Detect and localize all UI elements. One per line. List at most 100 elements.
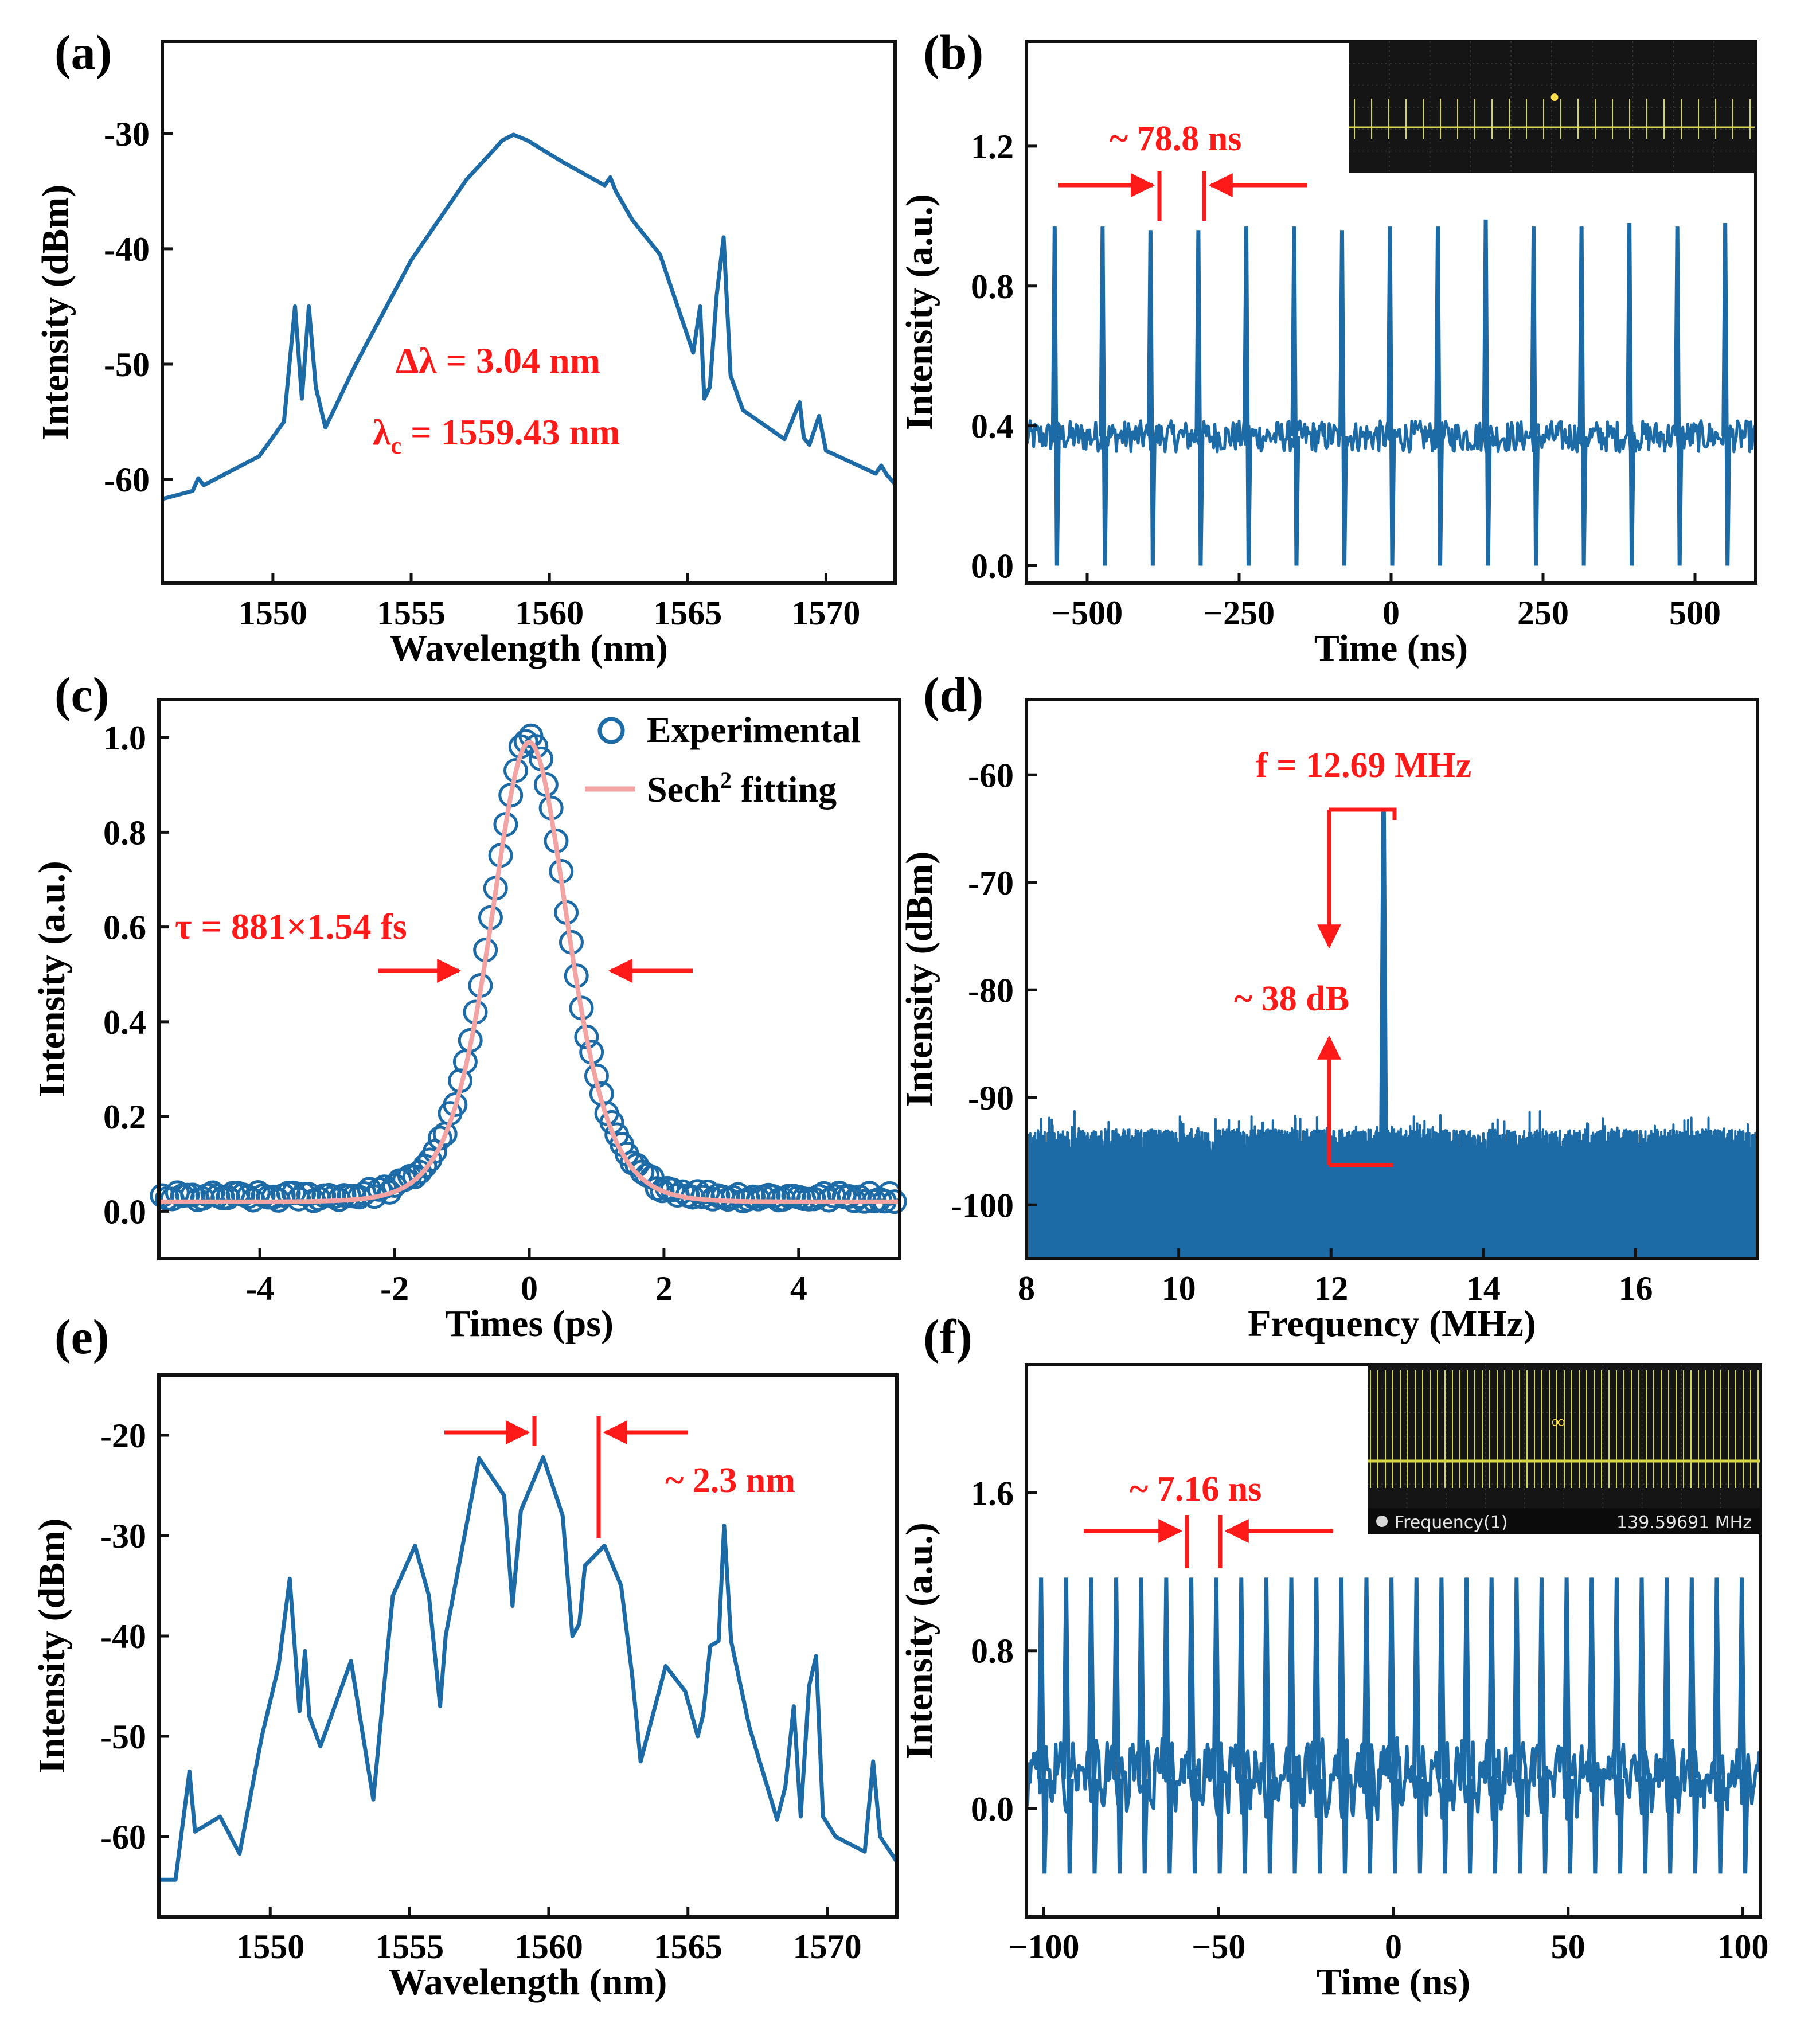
annotation-center-prefix: λ: [373, 412, 391, 452]
data-point-c: [771, 1186, 796, 1212]
pulse-f: [1587, 1577, 1600, 1874]
fit-line-c: [158, 740, 901, 1204]
x-tick-label-e: 1560: [514, 1928, 583, 1966]
pulse-b: [1146, 230, 1157, 566]
y-tick-label-d: -100: [951, 1186, 1014, 1224]
pulse-f: [1087, 1577, 1099, 1874]
x-tick-label-d: 8: [1018, 1270, 1035, 1307]
pulse-f: [1437, 1577, 1450, 1874]
annotation-bandwidth-a: Δλ = 3.04 nm: [396, 340, 600, 381]
inset-trace-f: [1368, 1370, 1760, 1488]
pulse-f: [1662, 1577, 1675, 1874]
plot-frame-a: [161, 40, 897, 585]
x-tick-label-f: −100: [1008, 1928, 1079, 1966]
annotation-pulse-width-c: τ = 881×1.54 fs: [175, 906, 407, 947]
pulse-b: [1290, 226, 1300, 566]
inset-trace-b: [1349, 99, 1755, 139]
plot-f: −100 −50 0 50 100 0.0 0.8 1.6 Time (ns) Intensity…: [899, 1363, 1769, 2003]
annotation-center-eq: =: [401, 412, 440, 452]
y-tick-label-c: 0.6: [103, 909, 146, 947]
x-tick-label-a: 1550: [239, 594, 307, 632]
y-tick-label-c: 0.2: [103, 1098, 146, 1136]
legend-label-experimental: Experimental: [647, 709, 861, 750]
y-tick-label-d: -70: [968, 864, 1014, 902]
plot-data-f: [1025, 1577, 1762, 1874]
x-tick-label-f: 100: [1717, 1928, 1769, 1966]
panel-a: (a) 1550 1555 1560 1565 1570 -30 -40 -50 -60 Wave…: [34, 25, 897, 669]
pulse-f: [1212, 1577, 1224, 1874]
pulse-f: [1462, 1577, 1475, 1874]
legend-c: Experimental Sech2 fitting: [585, 709, 861, 810]
y-tick-label-b: 1.2: [971, 128, 1014, 166]
plot-d: 8 10 12 14 16 -60 -70 -80 -90 -100 Frequency (MHz)…: [899, 698, 1759, 1345]
plot-frame-e: [157, 1373, 899, 1919]
y-tick-label-b: 0.8: [971, 268, 1014, 306]
pulse-f: [1712, 1577, 1725, 1874]
x-tick-label-d: 12: [1314, 1270, 1348, 1307]
y-tick-label-e: -30: [100, 1517, 146, 1555]
pulse-b: [1626, 223, 1636, 566]
legend-fit-suffix: fitting: [732, 769, 837, 810]
plot-a: 1550 1555 1560 1565 1570 -30 -40 -50 -60 Waveleng…: [34, 40, 897, 669]
x-axis-label-c: Times (ps): [445, 1303, 614, 1345]
inset-readout-label: Frequency(1): [1395, 1513, 1507, 1533]
x-axis-label-f: Time (ns): [1317, 1961, 1470, 2003]
x-tick-label-b: −250: [1204, 594, 1275, 632]
inset-marker-f: ∞: [1552, 1411, 1565, 1432]
x-tick-label-d: 16: [1619, 1270, 1653, 1307]
y-tick-label-a: -50: [104, 346, 150, 384]
y-tick-label-e: -50: [100, 1718, 146, 1756]
x-tick-label-a: 1555: [377, 594, 446, 632]
pulse-f: [1687, 1577, 1700, 1874]
y-tick-label-c: 1.0: [103, 719, 146, 757]
pulse-b: [1099, 226, 1109, 566]
data-point-c: [321, 1184, 346, 1209]
data-point-c: [761, 1184, 786, 1209]
panel-f: (f) −100 −50 0 50 100 0.0 0.8 1.6 Time (ns) Inten…: [899, 1309, 1769, 2003]
pulse-f: [1537, 1577, 1549, 1874]
pulse-b: [1338, 230, 1348, 566]
y-tick-label-d: -80: [968, 971, 1014, 1009]
legend-fit-superscript: 2: [720, 767, 732, 793]
pulse-f: [1637, 1577, 1650, 1874]
pulse-f: [1512, 1577, 1525, 1874]
legend-fit-name: Sech: [647, 769, 720, 810]
annotation-frequency-d: f = 12.69 MHz: [1256, 746, 1471, 785]
pulse-f: [1287, 1577, 1299, 1874]
plot-data-e: [159, 1455, 899, 1882]
y-axis-label-a: Intensity (dBm): [34, 185, 76, 440]
x-axis-label-e: Wavelength (nm): [389, 1961, 667, 2003]
x-tick-label-c: 0: [521, 1270, 538, 1307]
annotation-period-f: ~ 7.16 ns: [1130, 1470, 1261, 1509]
x-tick-label-f: 0: [1385, 1928, 1402, 1966]
pulse-f: [1612, 1577, 1624, 1874]
y-tick-label-f: 0.8: [971, 1633, 1014, 1670]
annotation-center-wavelength-a: λc = 1559.43 nm: [373, 412, 620, 459]
y-axis-label-f: Intensity (a.u.): [899, 1522, 940, 1759]
panel-label-e: (e): [54, 1309, 109, 1364]
x-tick-label-e: 1565: [654, 1928, 722, 1966]
pulse-b: [1721, 223, 1732, 566]
pulse-f: [1412, 1577, 1424, 1874]
panel-d: (d) 8 10 12 14 16 -60 -70 -80 -90 -100 Frequency (…: [899, 667, 1759, 1345]
y-tick-label-f: 0.0: [971, 1790, 1014, 1828]
pulse-f: [1061, 1577, 1074, 1874]
y-tick-label-e: -20: [100, 1417, 146, 1455]
y-tick-label-c: 0.8: [103, 814, 146, 852]
x-tick-label-b: 500: [1669, 594, 1721, 632]
panel-label-a: (a): [54, 25, 112, 80]
y-tick-label-d: -90: [968, 1079, 1014, 1117]
x-tick-label-c: 4: [790, 1270, 807, 1307]
spectrum-line-a: [162, 132, 897, 501]
x-tick-label-a: 1560: [515, 594, 584, 632]
y-tick-label-c: 0.4: [103, 1003, 146, 1041]
x-tick-label-b: 0: [1382, 594, 1400, 632]
pulse-f: [1037, 1577, 1049, 1874]
pulse-f: [1487, 1577, 1499, 1874]
x-tick-label-f: −50: [1192, 1928, 1245, 1966]
pulse-b: [1194, 230, 1205, 566]
legend-label-fit: Sech2 fitting: [647, 767, 837, 810]
plot-e: 1550 1555 1560 1565 1570 -20 -30 -40 -50 -60 Wavel…: [31, 1373, 899, 2003]
x-tick-label-b: −500: [1052, 594, 1123, 632]
pulse-b: [1673, 226, 1684, 566]
